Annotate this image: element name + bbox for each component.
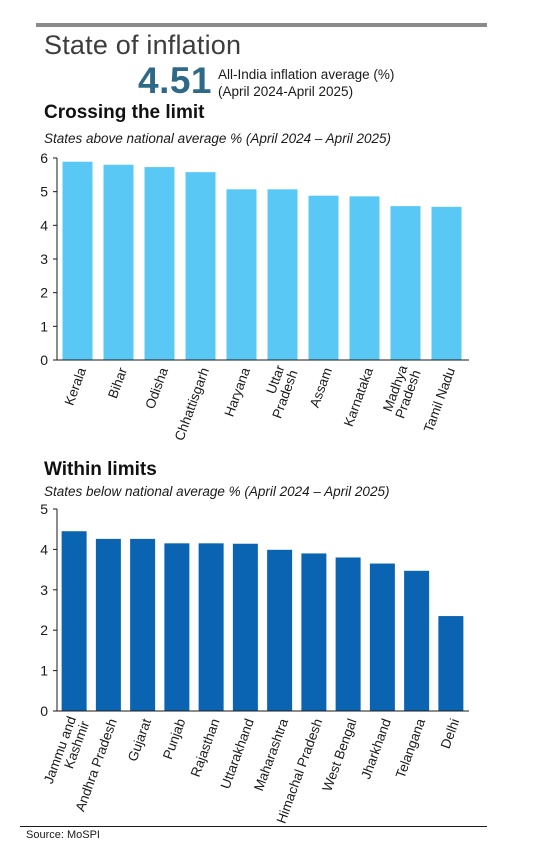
below-x-tick-label: West Bengal [319, 717, 359, 794]
above-chart-title: Crossing the limit [44, 102, 205, 123]
below-x-tick-label: Delhi [438, 717, 463, 751]
below-x-tick-label-line: West Bengal [319, 717, 359, 794]
top-rule [36, 23, 487, 27]
national-average-label-line2: (April 2024-April 2025) [218, 84, 354, 99]
above-bar [390, 206, 421, 360]
above-bar [185, 172, 216, 360]
above-bar [431, 206, 462, 360]
below-x-tick-label-line: Telangana [393, 716, 429, 780]
below-x-tick-label-line: Gujarat [125, 716, 154, 763]
national-average-label: All-India inflation average (%) (April 2… [218, 66, 394, 100]
below-chart-subtitle: States below national average % (April 2… [44, 484, 390, 499]
below-x-tick-label-line: Delhi [438, 717, 463, 751]
above-y-tick-label: 4 [40, 217, 48, 233]
below-y-tick-label: 0 [40, 703, 48, 719]
above-bar [308, 195, 339, 360]
above-y-tick-label: 6 [40, 150, 48, 166]
below-x-tick-label: Punjab [160, 717, 188, 762]
below-y-tick-label: 2 [40, 622, 48, 638]
below-bar [301, 553, 327, 711]
above-bar [144, 167, 175, 360]
above-y-tick-label: 5 [40, 184, 48, 200]
below-x-tick-label: Uttarakhand [218, 717, 257, 791]
above-y-tick-label: 0 [40, 352, 48, 368]
below-y-tick-label: 3 [40, 582, 48, 598]
below-x-tick-label-line: Rajasthan [188, 717, 223, 779]
above-y-tick-label: 3 [40, 251, 48, 267]
source-note: Source: MoSPI [26, 829, 100, 841]
below-x-tick-label: Rajasthan [188, 717, 223, 779]
below-bar [164, 543, 190, 711]
below-bar [61, 531, 87, 711]
above-bar [226, 189, 257, 360]
bottom-rule [20, 826, 487, 827]
below-bar [404, 570, 430, 711]
below-x-tick-label: Jharkhand [358, 717, 394, 781]
above-bar [267, 189, 298, 360]
below-x-tick-label-line: Jharkhand [358, 717, 394, 781]
below-y-tick-label: 4 [40, 541, 48, 557]
below-bar [369, 563, 395, 711]
below-bar [232, 543, 258, 711]
above-y-tick-label: 2 [40, 285, 48, 301]
below-bar [267, 549, 293, 711]
above-y-tick-label: 1 [40, 318, 48, 334]
below-x-tick-label: Maharashtra [251, 716, 291, 793]
below-y-tick-label: 5 [40, 501, 48, 517]
page-title: State of inflation [44, 30, 242, 60]
below-y-tick-label: 1 [40, 663, 48, 679]
below-bar [438, 616, 464, 711]
above-bar [349, 196, 380, 360]
below-bar [198, 543, 224, 711]
above-bar [62, 161, 93, 360]
below-x-tick-label: Gujarat [125, 716, 154, 763]
below-bar [130, 538, 156, 711]
below-x-tick-label-line: Maharashtra [251, 716, 291, 793]
below-x-tick-label: Telangana [393, 716, 429, 780]
national-average-value: 4.51 [138, 60, 213, 101]
below-x-tick-label-line: Punjab [160, 717, 188, 762]
national-average-label-line1: All-India inflation average (%) [218, 67, 395, 82]
above-chart-subtitle: States above national average % (April 2… [44, 131, 391, 146]
above-bar [103, 164, 134, 360]
below-bar [95, 538, 121, 711]
below-x-tick-label-line: Uttarakhand [218, 717, 257, 791]
below-chart-title: Within limits [44, 459, 157, 480]
below-bar [335, 557, 361, 711]
